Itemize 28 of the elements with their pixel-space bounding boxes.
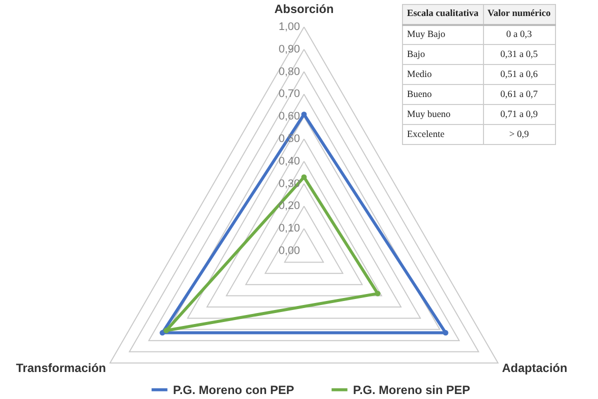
text: 0,31 a 0,5 bbox=[483, 44, 556, 64]
text: Bueno bbox=[402, 84, 484, 104]
y-tick-label: 1,00 bbox=[278, 21, 300, 33]
text: 0,61 a 0,7 bbox=[483, 84, 556, 104]
y-tick-label: 0,00 bbox=[278, 245, 300, 257]
y-tick-label: 0,40 bbox=[278, 155, 300, 168]
y-tick-label: 0,20 bbox=[278, 200, 300, 212]
text: Bajo bbox=[402, 44, 484, 64]
text: Medio bbox=[402, 64, 484, 84]
y-tick-label: 0,60 bbox=[278, 110, 300, 123]
text: Valor numérico bbox=[483, 4, 556, 24]
y-tick-label: 0,70 bbox=[278, 88, 300, 100]
text: Muy Bajo bbox=[402, 24, 484, 44]
spoke-label: Absorción bbox=[274, 2, 334, 16]
text: Excelente bbox=[402, 124, 484, 144]
text: 0,51 a 0,6 bbox=[483, 64, 556, 84]
text: Escala cualitativa bbox=[402, 4, 484, 24]
text: Muy bueno bbox=[402, 104, 484, 124]
text: > 0,9 bbox=[483, 124, 556, 144]
spoke-label: Transformación bbox=[16, 361, 106, 375]
text: 0,71 a 0,9 bbox=[483, 104, 556, 124]
y-tick-label: 0,10 bbox=[278, 222, 300, 235]
legend-label: P.G. Moreno sin PEP bbox=[353, 382, 470, 397]
text: 0 a 0,3 bbox=[483, 24, 556, 44]
spoke-label: Adaptación bbox=[502, 361, 568, 375]
y-tick-label: 0,90 bbox=[278, 43, 300, 56]
y-tick-label: 0,80 bbox=[278, 66, 300, 78]
legend-label: P.G. Moreno con PEP bbox=[173, 382, 294, 397]
